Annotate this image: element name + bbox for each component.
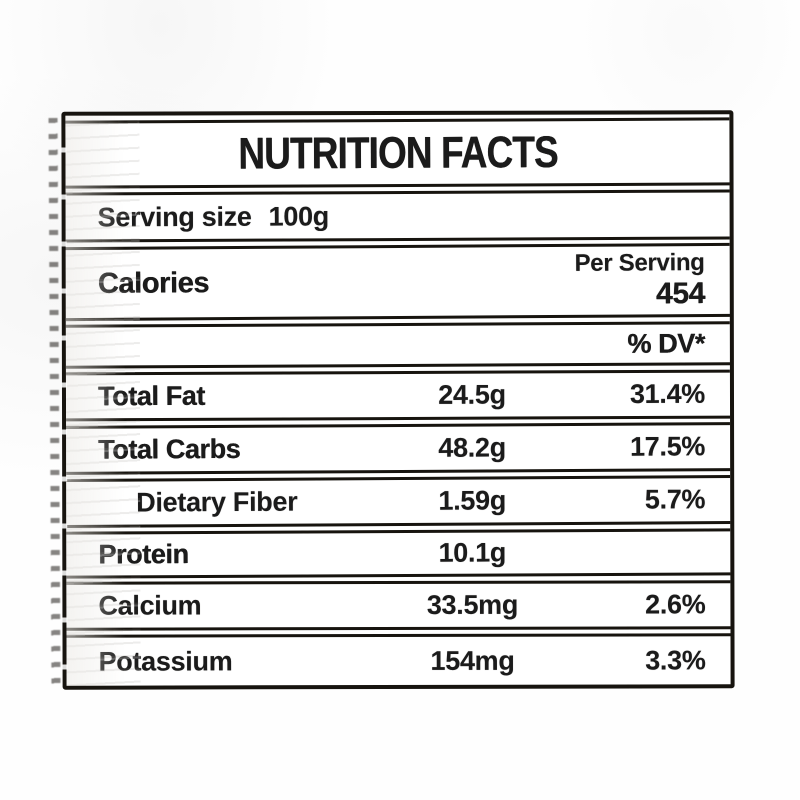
nutrition-facts-label: NUTRITION FACTS Serving size 100g Calori… [60,110,735,690]
per-serving-label: Per Serving [574,248,705,277]
table-row-dietary-fiber: Dietary Fiber 1.59g 5.7% [66,475,731,528]
nutrient-name: Calcium [98,590,202,621]
nutrient-name: Potassium [98,645,233,677]
percent-dv-header-row: % DV* [65,321,730,369]
nutrient-percent: 31.4% [629,378,706,410]
title-row: NUTRITION FACTS [65,117,730,189]
table-row-protein: Protein 10.1g [66,528,731,579]
wrinkle-edge-dashes [48,117,61,685]
nutrient-percent: 2.6% [645,589,706,620]
nutrient-amount: 33.5mg [426,589,519,620]
label-title: NUTRITION FACTS [237,126,558,179]
calories-row: Calories Per Serving 454 [65,242,730,322]
table-row-potassium: Potassium 154mg 3.3% [66,633,731,686]
percent-dv-header: % DV* [627,327,705,359]
nutrient-amount: 24.5g [438,379,506,410]
nutrient-name: Dietary Fiber [136,486,298,518]
table-row-calcium: Calcium 33.5mg 2.6% [66,580,731,631]
serving-size-label: Serving size [97,201,252,232]
calories-label: Calories [97,266,210,300]
nutrient-percent: 17.5% [629,431,706,462]
nutrient-percent: 5.7% [644,484,706,515]
nutrient-percent [572,552,730,553]
table-row-total-fat: Total Fat 24.5g 31.4% [65,369,731,422]
nutrient-amount: 154mg [430,645,515,676]
serving-size-value: 100g [268,200,330,232]
nutrient-name: Total Fat [97,380,205,412]
nutrient-amount: 1.59g [438,485,507,516]
nutrient-name: Total Carbs [98,433,241,465]
nutrient-name: Protein [98,539,189,570]
nutrient-percent: 3.3% [645,644,706,675]
nutrient-amount: 10.1g [438,537,507,568]
calories-value: 454 [655,276,705,311]
nutrient-amount: 48.2g [438,432,506,463]
serving-size-row: Serving size 100g [65,189,730,243]
table-row-total-carbs: Total Carbs 48.2g 17.5% [65,422,731,475]
